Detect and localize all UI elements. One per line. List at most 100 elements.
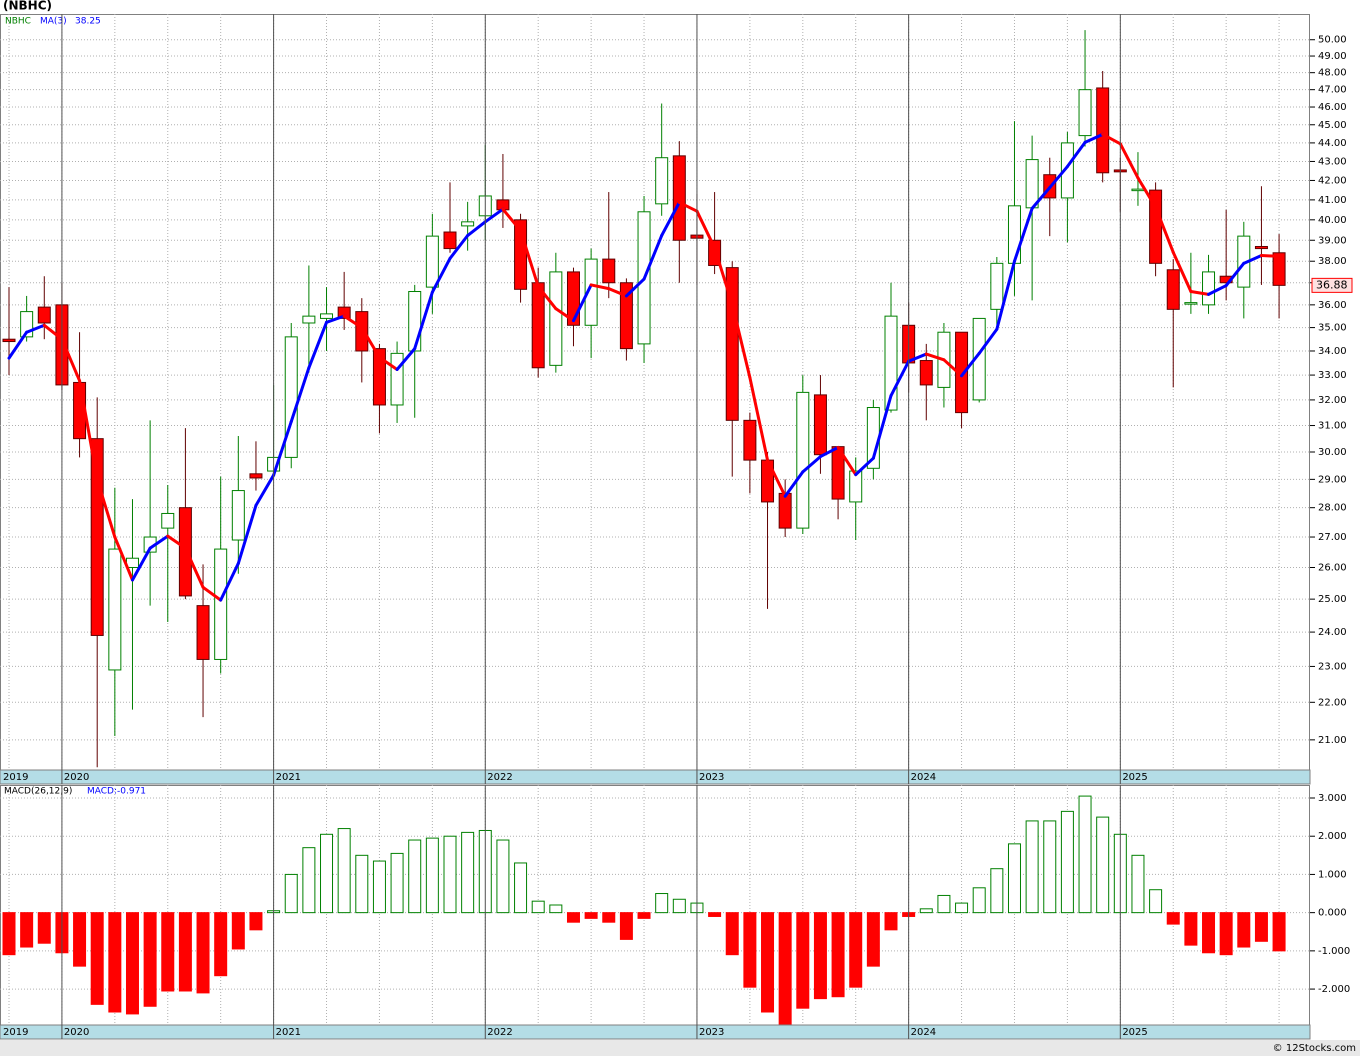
ma-segment bbox=[1154, 205, 1175, 254]
candle-body bbox=[196, 605, 210, 660]
candle-body bbox=[355, 311, 369, 352]
candle-body bbox=[231, 490, 245, 541]
macd-bar bbox=[1096, 816, 1110, 914]
ma-segment bbox=[907, 352, 928, 363]
candle-body bbox=[1060, 142, 1074, 199]
y-tick-label: 43.00 bbox=[1318, 156, 1347, 167]
ma-segment bbox=[166, 534, 187, 550]
y-tick-label: 35.00 bbox=[1318, 323, 1347, 334]
y-tick-label: 36.00 bbox=[1318, 300, 1347, 311]
ma-segment bbox=[130, 546, 152, 582]
y-tick-label: 39.00 bbox=[1318, 235, 1347, 246]
macd-bar bbox=[831, 912, 845, 998]
candle-body bbox=[725, 267, 739, 421]
y-tick-label: 1.000 bbox=[1318, 869, 1347, 880]
ma-segment bbox=[836, 445, 858, 477]
y-tick-label: 31.00 bbox=[1318, 421, 1347, 432]
candle-body bbox=[337, 306, 351, 319]
ma-segment bbox=[430, 256, 452, 294]
ma-segment bbox=[236, 503, 258, 565]
y-tick-label: 30.00 bbox=[1318, 447, 1347, 458]
candle-body bbox=[443, 231, 457, 250]
macd-bar bbox=[778, 912, 792, 1026]
candle-body bbox=[1184, 302, 1198, 305]
ma-segment bbox=[501, 207, 523, 233]
macd-bar bbox=[1060, 810, 1074, 914]
x-tick-label: 2023 bbox=[699, 772, 724, 783]
macd-bar bbox=[813, 912, 827, 1000]
candle-body bbox=[672, 155, 686, 241]
ma-segment bbox=[783, 470, 805, 498]
macd-bar bbox=[1254, 912, 1268, 942]
macd-bar bbox=[20, 912, 34, 948]
y-tick-label: -2.000 bbox=[1318, 984, 1350, 995]
candle-body bbox=[37, 306, 51, 324]
macd-bar bbox=[531, 900, 545, 914]
last-price-label: 36.88 bbox=[1316, 278, 1348, 291]
macd-bar bbox=[672, 898, 686, 914]
ma-segment bbox=[554, 307, 575, 323]
candle-body bbox=[302, 315, 316, 324]
indicator-title: MACD(26,12,9) bbox=[4, 787, 72, 797]
ma-segment bbox=[1189, 290, 1211, 296]
macd-bar bbox=[708, 912, 722, 917]
candle-body bbox=[990, 262, 1004, 310]
candle-body bbox=[1131, 188, 1145, 192]
candle-body bbox=[461, 221, 475, 227]
ma-segment bbox=[448, 234, 470, 260]
x-tick-label: 2025 bbox=[1122, 772, 1147, 783]
macd-bar bbox=[284, 873, 298, 914]
macd-bar bbox=[743, 912, 757, 988]
x-tick-label: 2022 bbox=[487, 1027, 512, 1038]
x-tick-label: 2019 bbox=[3, 1027, 28, 1038]
macd-bar bbox=[390, 852, 404, 914]
ma-segment bbox=[1259, 254, 1281, 258]
candle-body bbox=[249, 473, 263, 479]
x-tick-label: 2022 bbox=[487, 772, 512, 783]
y-tick-label: 48.00 bbox=[1318, 68, 1347, 79]
ma-segment bbox=[201, 585, 223, 602]
macd-bar bbox=[849, 912, 863, 988]
candle-body bbox=[549, 271, 563, 366]
macd-bar bbox=[73, 912, 87, 967]
candle-body bbox=[813, 394, 827, 456]
candle-body bbox=[408, 291, 422, 352]
macd-bar bbox=[566, 912, 580, 923]
macd-bar bbox=[461, 831, 475, 914]
ma-segment bbox=[730, 302, 752, 380]
ma-segment bbox=[695, 209, 717, 250]
ma-segment bbox=[660, 200, 681, 238]
y-tick-label: 2.000 bbox=[1318, 831, 1347, 842]
macd-bar bbox=[725, 912, 739, 956]
macd-bar bbox=[90, 912, 104, 1005]
ma-segment bbox=[766, 458, 787, 498]
candle-body bbox=[1202, 271, 1216, 306]
legend-ma-name: MA(3) bbox=[40, 17, 67, 27]
ma-segment bbox=[889, 359, 911, 398]
candle-body bbox=[796, 391, 810, 529]
macd-bar bbox=[302, 847, 316, 914]
ma-segment bbox=[607, 287, 628, 298]
ma-segment bbox=[148, 534, 170, 550]
ma-segment bbox=[1012, 206, 1034, 263]
x-tick-label: 2023 bbox=[699, 1027, 724, 1038]
macd-bar bbox=[443, 835, 457, 914]
ma-segment bbox=[272, 420, 293, 477]
macd-bar bbox=[143, 912, 157, 1007]
ma-segment bbox=[377, 355, 399, 371]
candle-body bbox=[320, 313, 334, 319]
y-tick-label: 24.00 bbox=[1318, 627, 1347, 638]
macd-bar bbox=[1078, 795, 1092, 914]
ma-segment bbox=[254, 473, 276, 507]
ma-segment bbox=[1242, 254, 1263, 265]
y-tick-label: 50.00 bbox=[1318, 35, 1347, 46]
macd-bar bbox=[761, 912, 775, 1013]
candle-body bbox=[602, 258, 616, 284]
ma-segment bbox=[818, 445, 840, 459]
y-tick-label: 41.00 bbox=[1318, 195, 1347, 206]
macd-bar bbox=[249, 912, 263, 931]
x-tick-label: 2021 bbox=[276, 772, 301, 783]
candle-body bbox=[1272, 252, 1286, 286]
ma-segment bbox=[289, 366, 311, 424]
